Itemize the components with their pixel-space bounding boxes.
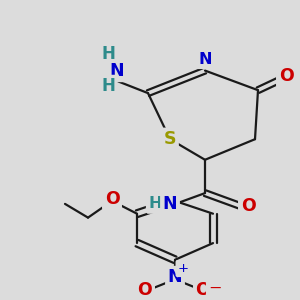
Text: O: O (196, 281, 210, 299)
Text: N: N (198, 52, 212, 67)
Text: H: H (148, 196, 162, 211)
Text: N: N (110, 61, 124, 80)
Text: O: O (138, 281, 152, 299)
Text: O: O (105, 190, 119, 208)
Text: S: S (164, 130, 176, 148)
Text: H: H (101, 77, 115, 95)
Text: −: − (208, 281, 222, 296)
Text: +: + (178, 262, 188, 275)
Text: N: N (168, 268, 182, 286)
Text: N: N (163, 195, 177, 213)
Text: O: O (279, 68, 293, 85)
Text: H: H (101, 45, 115, 63)
Text: O: O (241, 197, 255, 215)
